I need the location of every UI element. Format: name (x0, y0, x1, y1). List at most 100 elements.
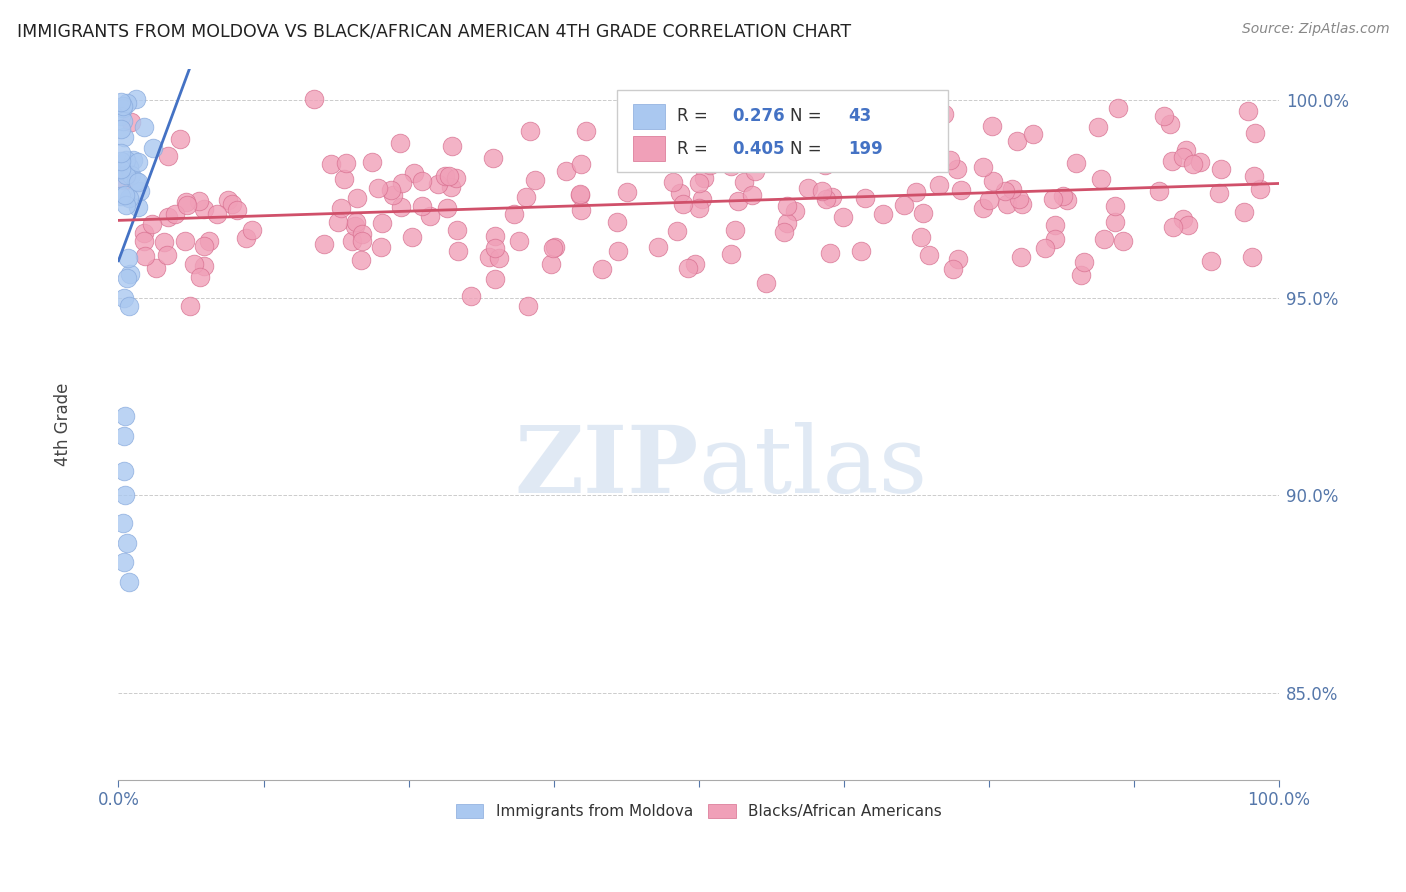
Point (1181, 157, 1204, 171)
Point (346, 191, 368, 205)
Point (411, 199, 433, 213)
Point (776, 199, 799, 213)
Point (690, 192, 713, 206)
Point (112, 98, 135, 112)
Point (174, 235, 197, 249)
Point (330, 201, 353, 215)
Point (176, 197, 198, 211)
Point (814, 192, 837, 206)
Point (720, 246, 742, 260)
Point (678, 260, 700, 275)
Point (828, 126, 851, 140)
Point (517, 299, 540, 313)
Point (776, 216, 799, 230)
Text: 4th Grade: 4th Grade (53, 383, 72, 466)
Point (120, 267, 142, 281)
Point (569, 203, 592, 218)
Point (1042, 192, 1064, 206)
Point (360, 155, 382, 169)
Point (1052, 189, 1074, 203)
Point (115, 96, 138, 111)
Text: atlas: atlas (699, 422, 928, 512)
Point (484, 241, 506, 255)
Point (437, 169, 460, 183)
Point (321, 157, 343, 171)
Point (688, 201, 710, 215)
Point (569, 187, 592, 202)
Point (335, 155, 357, 169)
Point (110, 172, 132, 186)
Point (132, 234, 155, 248)
Point (679, 115, 702, 129)
Point (436, 201, 458, 215)
Point (1010, 250, 1032, 264)
Point (997, 196, 1019, 211)
Point (183, 257, 205, 271)
Point (114, 188, 136, 202)
Point (389, 201, 412, 215)
Point (1104, 199, 1126, 213)
Point (112, 465, 135, 479)
Point (1022, 128, 1045, 142)
Point (367, 181, 389, 195)
Point (568, 188, 591, 202)
Point (1104, 215, 1126, 229)
Point (544, 240, 567, 254)
Point (946, 252, 969, 267)
Point (124, 174, 146, 188)
Point (112, 129, 135, 144)
Point (860, 144, 883, 158)
Point (1090, 171, 1112, 186)
Point (110, 161, 132, 176)
Point (370, 240, 392, 254)
Point (110, 189, 132, 203)
Point (1043, 218, 1066, 232)
Point (669, 186, 692, 200)
Point (928, 178, 950, 193)
Point (484, 229, 506, 244)
Point (1043, 232, 1066, 246)
Point (198, 235, 221, 249)
Text: ZIP: ZIP (515, 422, 699, 512)
Point (115, 535, 138, 549)
Point (606, 215, 628, 229)
Point (344, 215, 367, 229)
Point (118, 299, 141, 313)
Point (193, 239, 215, 253)
Point (844, 144, 866, 158)
Point (382, 188, 405, 202)
Point (110, 145, 132, 160)
Point (849, 244, 872, 258)
Point (772, 225, 794, 239)
Point (950, 183, 973, 197)
Point (129, 185, 152, 199)
Point (350, 234, 373, 248)
Point (1189, 155, 1212, 169)
Point (945, 162, 967, 177)
Point (114, 409, 136, 424)
Point (845, 144, 868, 158)
Point (446, 223, 468, 237)
Point (157, 149, 180, 163)
Text: N =: N = (790, 140, 827, 158)
Point (240, 223, 263, 237)
Point (893, 198, 915, 212)
Point (157, 210, 180, 224)
Point (662, 175, 685, 189)
Point (1056, 193, 1078, 207)
Point (117, 251, 139, 265)
Legend: Immigrants from Moldova, Blacks/African Americans: Immigrants from Moldova, Blacks/African … (450, 797, 948, 825)
Point (134, 249, 156, 263)
Point (235, 230, 257, 244)
Point (821, 190, 844, 204)
Point (904, 185, 927, 199)
Point (1007, 192, 1029, 206)
Point (755, 276, 778, 290)
Point (1243, 169, 1265, 184)
Point (118, 575, 141, 590)
Point (811, 184, 834, 198)
Point (134, 227, 156, 241)
Point (141, 218, 163, 232)
Point (388, 136, 411, 150)
Point (972, 202, 994, 216)
